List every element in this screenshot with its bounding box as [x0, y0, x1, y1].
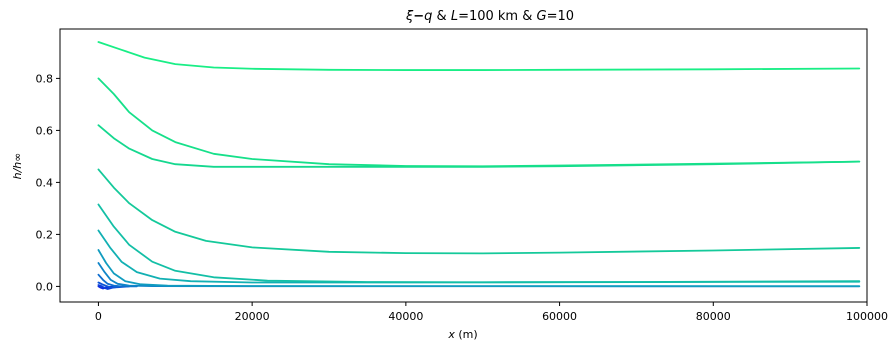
series-layer — [97, 41, 861, 290]
title-q: q — [424, 9, 432, 24]
title-G: G — [537, 9, 547, 24]
title-amp-2: & — [518, 9, 536, 24]
x-tick-label: 100000 — [846, 310, 888, 323]
title-G-value: =10 — [547, 9, 574, 24]
y-tick-label: 0.4 — [36, 176, 54, 189]
y-tick-label: 0.6 — [36, 124, 54, 137]
x-axis-var: x — [447, 328, 455, 341]
y-tick-label: 0.2 — [36, 228, 54, 241]
y-tick-label: 0.8 — [36, 72, 54, 85]
series-line-8 — [97, 203, 861, 284]
y-axis-title: h/h∞ — [11, 153, 24, 180]
series-line-12 — [97, 41, 861, 71]
y-tick-label: 0.0 — [36, 280, 54, 293]
series-line-6 — [97, 249, 861, 288]
x-tick-label: 60000 — [542, 310, 577, 323]
series-line-7 — [97, 229, 861, 284]
series-line-4 — [97, 273, 138, 288]
x-axis-ticks: 0 20000 40000 60000 80000 100000 — [95, 302, 888, 323]
plot-frame — [59, 28, 868, 303]
chart-title: ξ−q & L=100 km & G=10 — [405, 9, 574, 24]
title-xi: ξ — [405, 9, 414, 24]
x-tick-label: 0 — [95, 310, 102, 323]
y-axis-ticks: 0.0 0.2 0.4 0.6 0.8 — [36, 72, 60, 293]
title-L: L — [451, 9, 458, 24]
x-tick-label: 40000 — [388, 310, 423, 323]
series-line-10 — [97, 124, 861, 168]
x-axis-title: x (m) — [447, 328, 477, 341]
series-line-5 — [97, 262, 861, 288]
x-tick-label: 80000 — [696, 310, 731, 323]
x-axis-unit: (m) — [455, 328, 478, 341]
series-line-11 — [97, 77, 861, 168]
title-amp-1: & — [432, 9, 450, 24]
x-tick-label: 20000 — [235, 310, 270, 323]
series-line-9 — [97, 168, 861, 255]
title-minus: − — [413, 9, 424, 24]
title-L-value: =100 km — [458, 9, 518, 24]
